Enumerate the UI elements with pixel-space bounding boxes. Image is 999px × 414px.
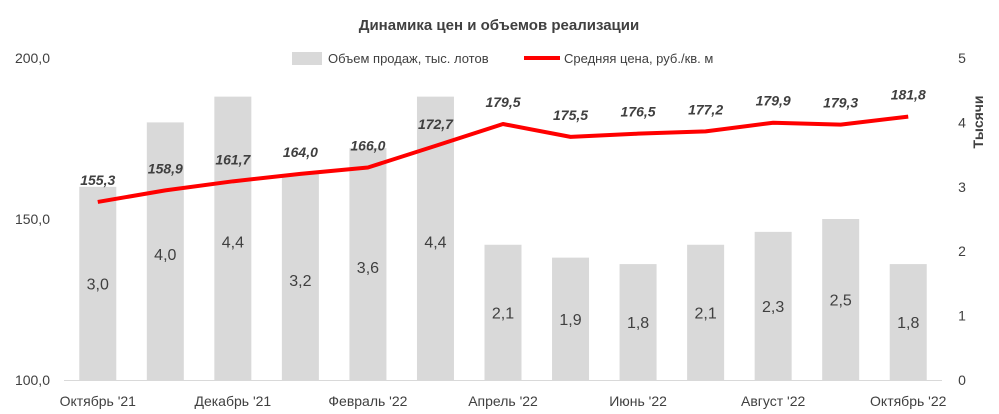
right-axis-tick: 2: [958, 243, 966, 259]
price-label: 179,9: [756, 93, 791, 109]
x-axis-tick: Октябрь '22: [870, 393, 947, 409]
volume-bar-label: 2,1: [492, 305, 514, 322]
volume-bar: [349, 148, 387, 380]
volume-bar: [214, 96, 252, 380]
legend-label-price: Средняя цена, руб./кв. м: [564, 51, 713, 66]
volume-bar-label: 2,1: [694, 305, 716, 322]
price-label: 158,9: [148, 160, 183, 176]
right-axis-title: Тысячи: [970, 95, 986, 148]
right-axis-tick: 5: [958, 50, 966, 66]
volume-bar: [619, 264, 657, 380]
volume-bar: [552, 257, 590, 380]
right-axis-tick: 1: [958, 308, 966, 324]
price-label: 181,8: [891, 87, 926, 103]
volume-bar-label: 3,6: [357, 260, 379, 277]
volume-bar: [79, 186, 117, 380]
price-label: 172,7: [418, 116, 454, 132]
volume-bar: [146, 122, 184, 381]
price-label: 161,7: [215, 151, 251, 167]
volume-bar-label: 4,4: [424, 234, 446, 251]
x-axis-tick: Август '22: [741, 393, 805, 409]
volume-bar-label: 4,4: [222, 234, 244, 251]
volume-bar-label: 3,2: [289, 273, 311, 290]
volume-bar-label: 3,0: [87, 276, 109, 293]
left-axis-tick: 150,0: [15, 211, 50, 227]
right-axis-tick: 4: [958, 114, 966, 130]
x-axis-tick: Июнь '22: [609, 393, 667, 409]
volume-bar: [889, 264, 927, 380]
price-label: 175,5: [553, 107, 588, 123]
volume-bar-label: 1,8: [897, 315, 919, 332]
price-label: 177,2: [688, 101, 723, 117]
volume-bar: [754, 231, 792, 380]
right-axis-tick: 0: [958, 372, 966, 388]
price-label: 166,0: [350, 137, 385, 153]
left-axis-tick: 100,0: [15, 372, 50, 388]
volume-bar-label: 1,8: [627, 315, 649, 332]
volume-bar: [281, 173, 319, 380]
volume-bar: [484, 244, 522, 380]
x-axis-tick: Апрель '22: [468, 393, 538, 409]
legend-label-volume: Объем продаж, тыс. лотов: [328, 51, 489, 66]
price-label: 176,5: [621, 104, 656, 120]
legend: Объем продаж, тыс. лотов Средняя цена, р…: [292, 51, 713, 66]
x-axis-tick: Октябрь '21: [60, 393, 137, 409]
left-axis-tick: 200,0: [15, 50, 50, 66]
right-axis-tick: 3: [958, 179, 966, 195]
price-label: 179,3: [823, 95, 858, 111]
volume-bar-label: 4,0: [154, 247, 176, 264]
price-label: 164,0: [283, 144, 318, 160]
volume-bar-label: 2,5: [830, 293, 852, 310]
chart-title: Динамика цен и объемов реализации: [359, 17, 639, 34]
price-label: 155,3: [80, 172, 115, 188]
x-axis-tick: Декабрь '21: [194, 393, 271, 409]
x-axis-tick: Февраль '22: [328, 393, 407, 409]
price-label: 179,5: [485, 94, 520, 110]
volume-bar-label: 2,3: [762, 299, 784, 316]
volume-bar: [822, 219, 860, 380]
volume-bar-label: 1,9: [559, 312, 581, 329]
volume-bar: [687, 244, 725, 380]
legend-swatch-volume: [292, 52, 322, 65]
